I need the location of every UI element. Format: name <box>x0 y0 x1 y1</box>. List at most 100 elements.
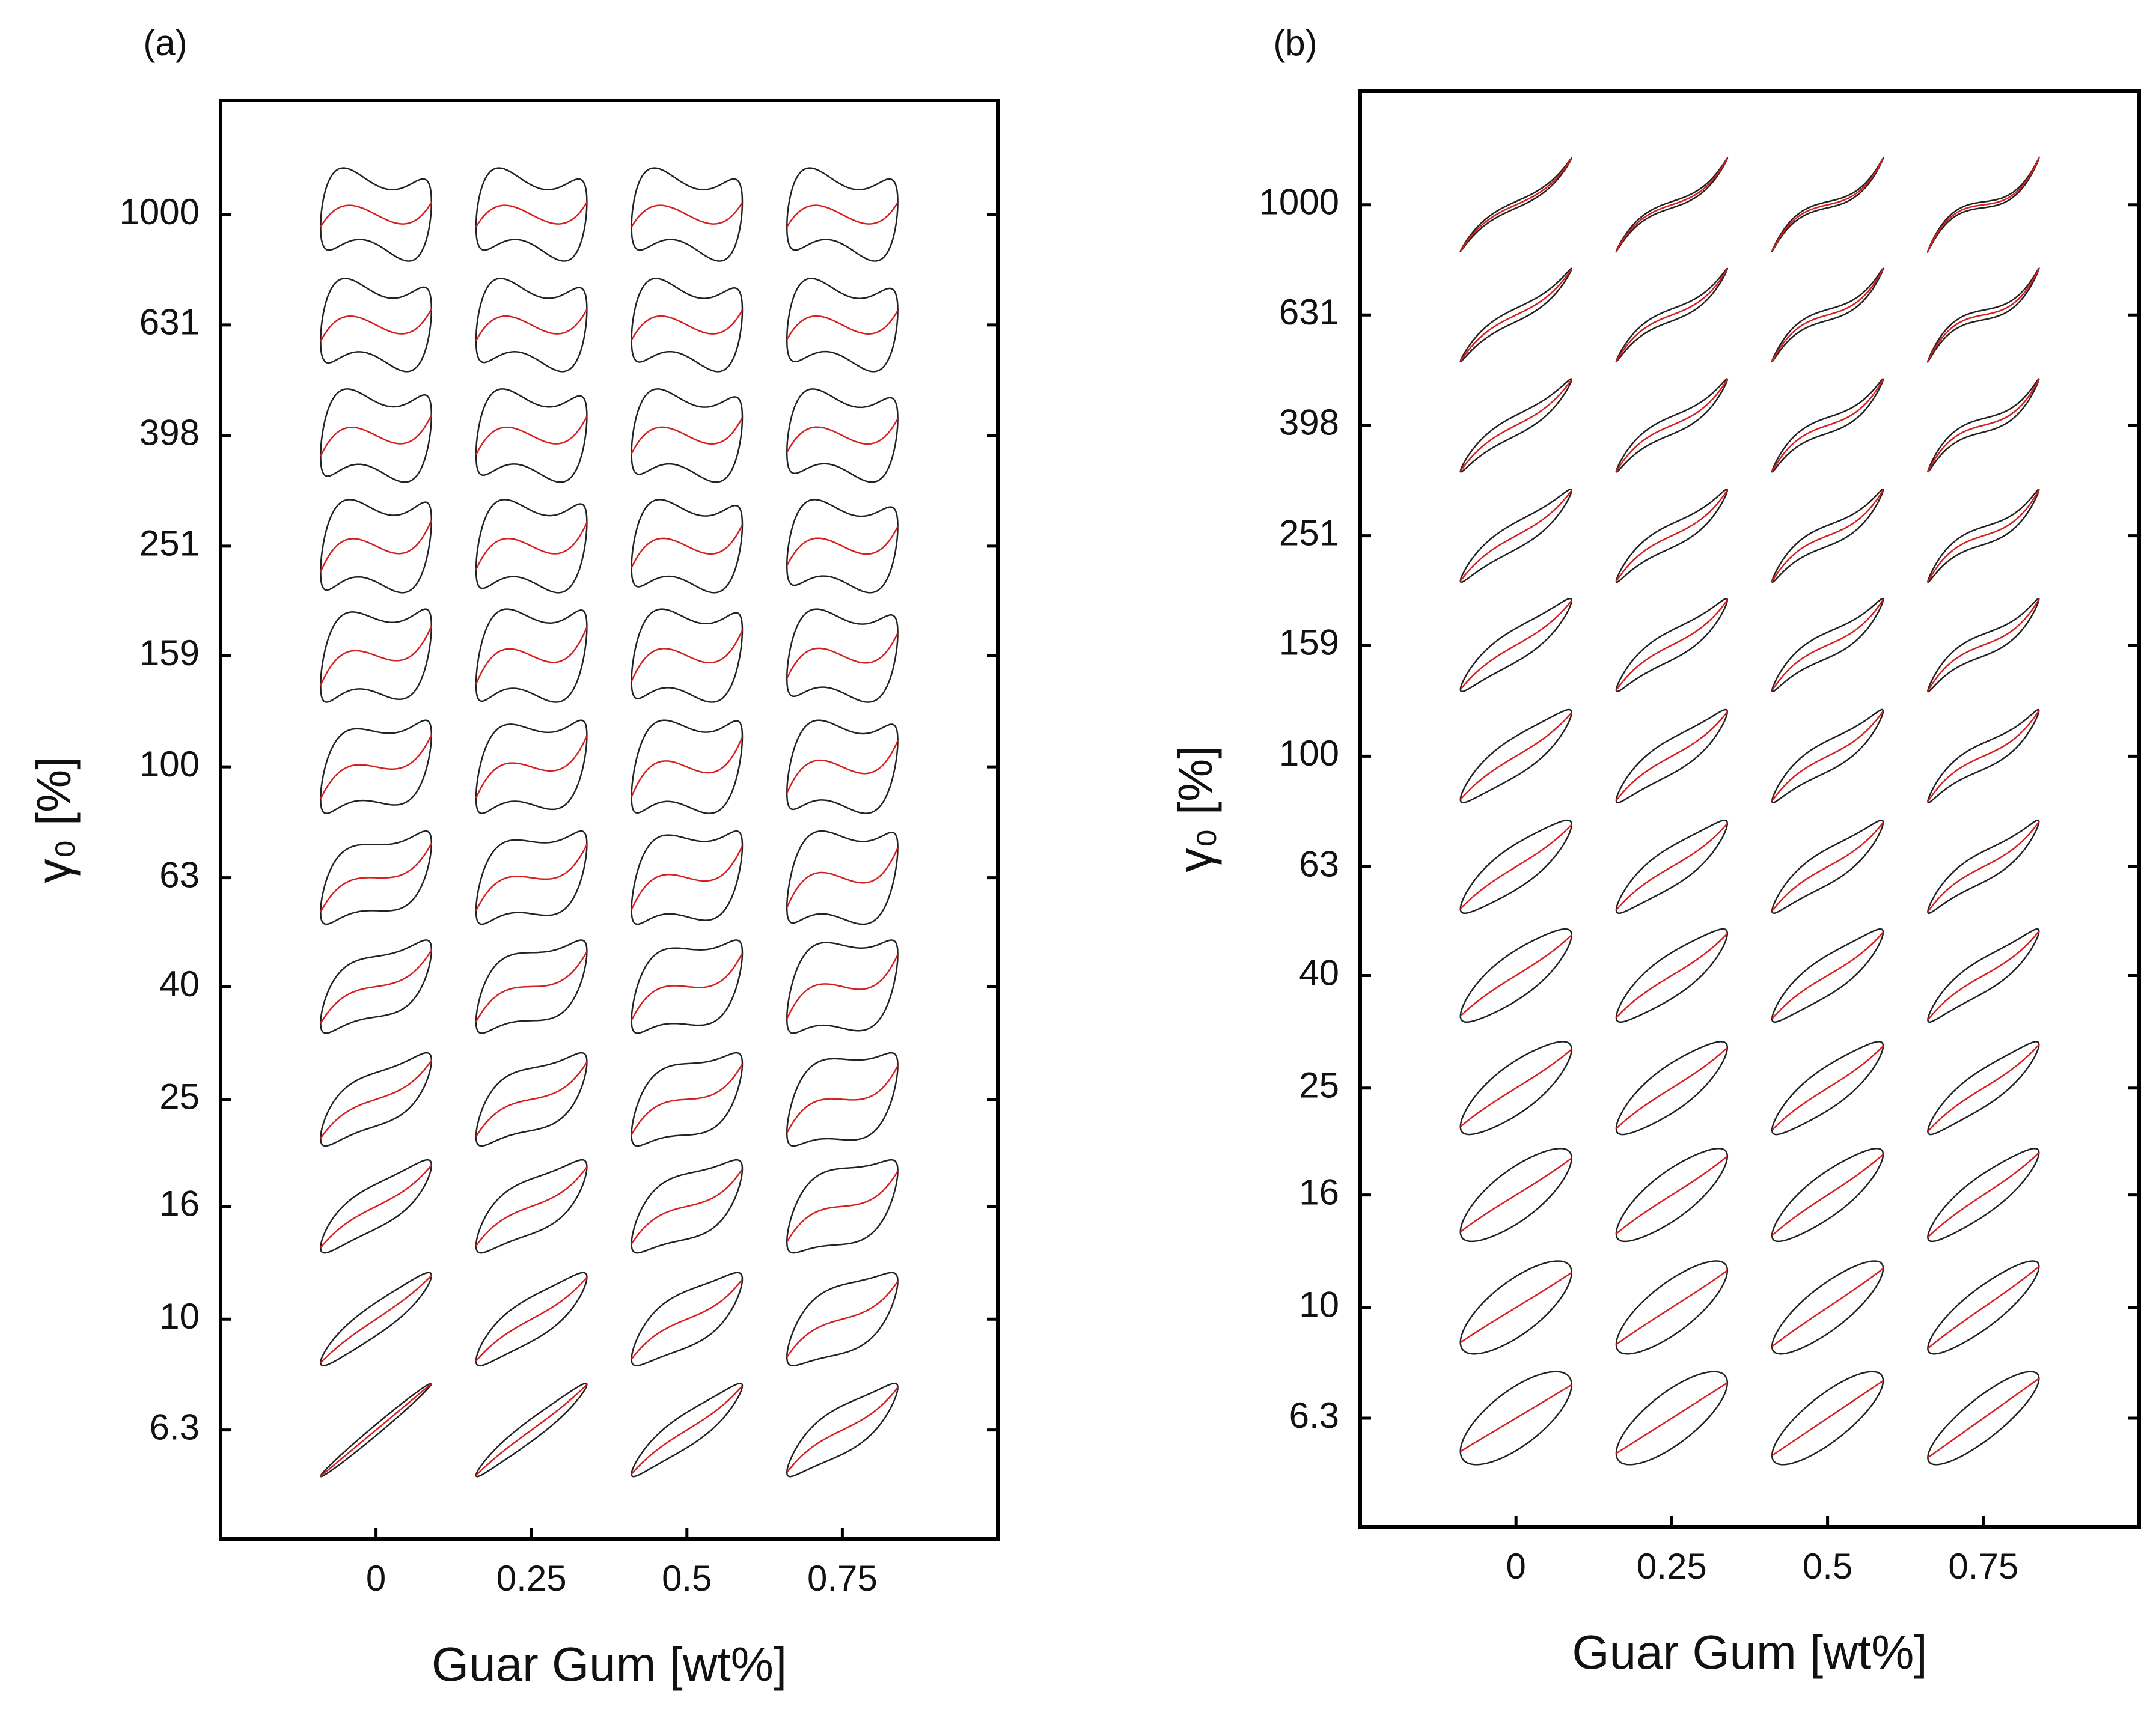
y-tick-label: 10 <box>159 1296 200 1336</box>
elastic-stress-line <box>1615 268 1729 362</box>
lissajous-loop <box>631 830 744 925</box>
elastic-stress-line <box>631 416 744 454</box>
elastic-stress-line <box>1927 1044 2040 1133</box>
elastic-stress-line <box>1927 1152 2040 1238</box>
elastic-stress-line <box>1615 157 1729 252</box>
lissajous-loop <box>1771 1260 1884 1355</box>
lissajous-loop <box>475 1272 588 1366</box>
elastic-stress-line <box>1771 1267 1884 1347</box>
elastic-stress-line <box>631 1278 744 1360</box>
lissajous-loop <box>1615 267 1729 362</box>
lissajous-loop <box>1615 378 1729 473</box>
elastic-stress-line <box>786 847 899 909</box>
elastic-stress-line <box>1927 489 2040 583</box>
elastic-stress-line <box>1615 379 1729 472</box>
lissajous-loop <box>1459 928 1572 1023</box>
elastic-stress-line <box>1460 1272 1572 1344</box>
y-tick-label: 631 <box>1279 292 1339 332</box>
elastic-stress-line <box>786 954 899 1020</box>
lissajous-loop <box>786 1272 899 1366</box>
elastic-stress-line <box>631 1168 744 1245</box>
lissajous-loop <box>320 1382 433 1478</box>
lissajous-loop <box>1459 708 1572 803</box>
y-tick-label: 6.3 <box>150 1407 200 1448</box>
x-tick-label: 0.25 <box>496 1558 567 1598</box>
y-tick-label: 16 <box>1299 1172 1339 1212</box>
lissajous-loop <box>1927 928 2040 1023</box>
y-tick-label: 40 <box>159 964 200 1004</box>
lissajous-loop <box>1459 157 1572 252</box>
elastic-stress-line <box>631 201 744 228</box>
lissajous-loop <box>1615 157 1729 253</box>
elastic-stress-line <box>1459 600 1572 690</box>
y-tick-label: 16 <box>159 1183 200 1223</box>
lissajous-loop <box>320 388 433 483</box>
lissajous-loop <box>631 1159 744 1254</box>
lissajous-loop <box>786 719 899 814</box>
y-axis-label: γ₀ [%] <box>27 756 81 883</box>
y-tick-label: 6.3 <box>1289 1395 1339 1436</box>
elastic-stress-line <box>1616 823 1729 911</box>
elastic-stress-line <box>1771 1154 1884 1237</box>
elastic-stress-line <box>475 951 588 1023</box>
elastic-stress-line <box>1460 1157 1572 1232</box>
x-axis-label: Guar Gum [wt%] <box>1572 1625 1927 1679</box>
lissajous-loop <box>786 167 899 262</box>
lissajous-loop <box>1615 597 1729 693</box>
elastic-stress-line <box>1459 379 1572 472</box>
lissajous-loop <box>1771 267 1884 362</box>
elastic-stress-line <box>1927 268 2040 362</box>
lissajous-loop <box>320 608 433 703</box>
elastic-stress-line <box>1771 489 1884 582</box>
y-tick-label: 159 <box>139 633 200 673</box>
lissajous-loop <box>1459 819 1572 915</box>
y-tick-label: 631 <box>139 302 200 343</box>
lissajous-loop <box>475 1382 588 1478</box>
elastic-stress-line <box>320 734 432 800</box>
lissajous-loop <box>1927 1260 2040 1355</box>
elastic-stress-line <box>1771 379 1884 472</box>
lissajous-loop <box>631 1052 744 1147</box>
lissajous-loop <box>1615 1371 1729 1466</box>
lissajous-loop <box>1459 1041 1572 1136</box>
elastic-stress-line <box>320 949 432 1024</box>
y-axis-label: γ₀ [%] <box>1168 745 1222 872</box>
y-tick-label: 398 <box>139 413 200 453</box>
elastic-stress-line <box>631 523 744 568</box>
elastic-stress-line <box>475 1166 588 1247</box>
y-tick-label: 100 <box>139 744 200 784</box>
lissajous-loop <box>475 499 588 594</box>
y-tick-label: 40 <box>1299 952 1339 993</box>
elastic-stress-line <box>1771 268 1884 362</box>
x-tick-label: 0 <box>366 1558 386 1598</box>
elastic-stress-line <box>475 735 588 799</box>
elastic-stress-line <box>320 519 432 573</box>
y-tick-label: 251 <box>139 523 200 564</box>
elastic-stress-line <box>1459 712 1572 800</box>
lissajous-loop <box>1615 1041 1729 1136</box>
panel-label: (b) <box>1273 23 1317 63</box>
lissajous-loop <box>1771 597 1884 693</box>
lissajous-loop <box>631 388 744 483</box>
lissajous-loop <box>320 830 433 925</box>
lissajous-loop <box>786 388 899 483</box>
x-axis-label: Guar Gum [wt%] <box>432 1637 787 1691</box>
elastic-stress-line <box>1460 1049 1572 1128</box>
lissajous-loop <box>1771 819 1884 915</box>
elastic-stress-line <box>786 1170 899 1243</box>
elastic-stress-line <box>1459 157 1572 252</box>
lissajous-loop <box>1615 708 1729 803</box>
elastic-stress-line <box>320 1165 432 1249</box>
elastic-stress-line <box>1459 824 1572 910</box>
elastic-stress-line <box>631 629 744 682</box>
elastic-stress-line <box>1615 599 1729 691</box>
y-tick-label: 100 <box>1279 733 1339 773</box>
elastic-stress-line <box>1927 1378 2039 1458</box>
lissajous-loop <box>1771 1041 1884 1136</box>
lissajous-loop <box>1927 156 2040 254</box>
elastic-stress-line <box>631 845 744 910</box>
elastic-stress-line <box>1927 379 2040 472</box>
elastic-stress-line <box>320 842 432 913</box>
elastic-stress-line <box>1771 599 1884 692</box>
elastic-stress-line <box>631 952 744 1021</box>
